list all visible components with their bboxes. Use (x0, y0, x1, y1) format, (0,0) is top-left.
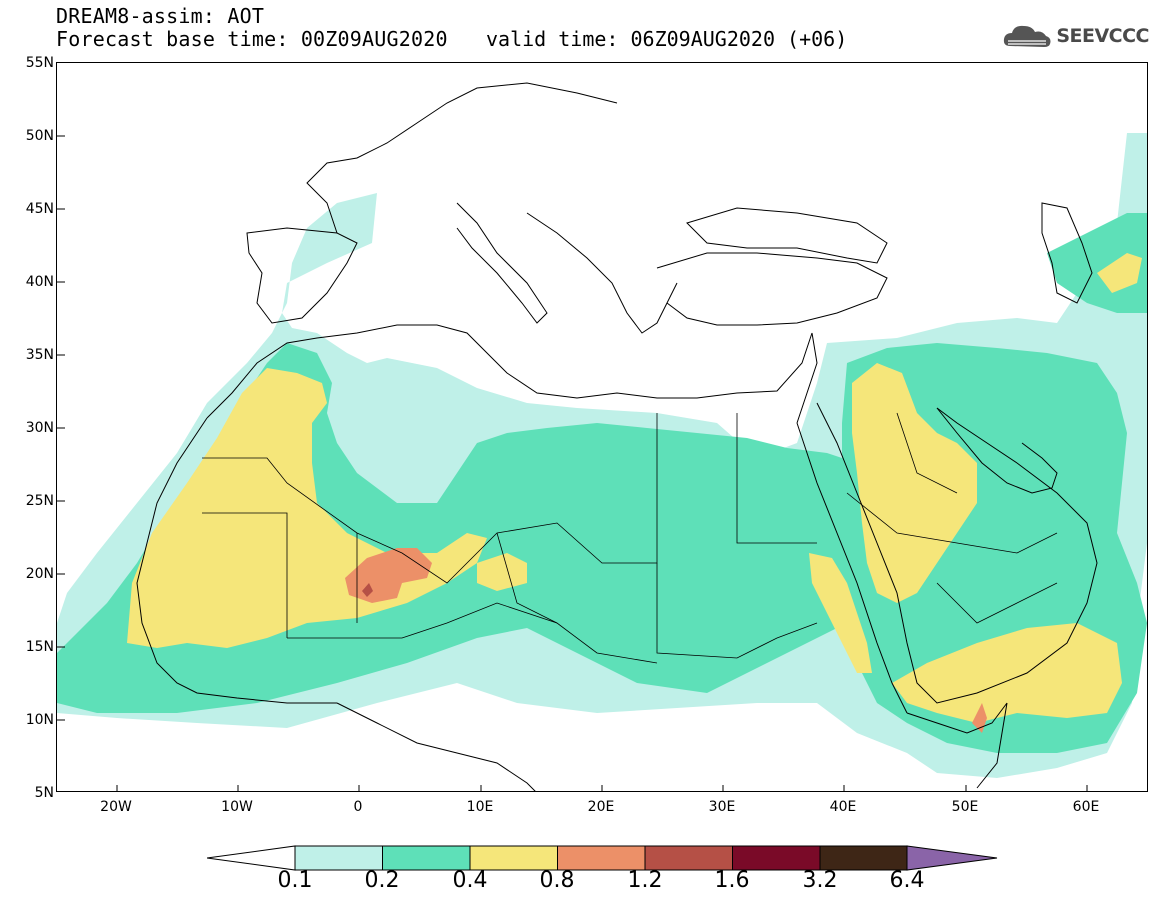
lat-label-35n: 35N (25, 347, 54, 363)
colorbar-label-3-2: 3.2 (802, 868, 838, 893)
colorbar-swatch-5 (732, 845, 821, 871)
lat-label-15n: 15N (25, 639, 54, 655)
lon-label-20w: 20W (100, 799, 132, 815)
title-line-1: DREAM8-assim: AOT (56, 4, 265, 28)
logo-text: SEEVCCC (1056, 25, 1149, 47)
lon-label-40e: 40E (829, 799, 857, 815)
colorbar-label-0-8: 0.8 (539, 868, 575, 893)
colorbar-label-0-4: 0.4 (452, 868, 488, 893)
colorbar (207, 845, 998, 871)
cloud-icon (1004, 25, 1051, 47)
lat-label-45n: 45N (25, 201, 54, 217)
lat-label-30n: 30N (25, 420, 54, 436)
colorbar-label-1-2: 1.2 (627, 868, 663, 893)
country-borders (202, 412, 1058, 664)
graticule-ticks (57, 135, 1088, 791)
colorbar-label-0-1: 0.1 (277, 868, 313, 893)
aot-contour-1-2 (362, 583, 373, 597)
lat-label-40n: 40N (25, 274, 54, 290)
forecast-base-time: Forecast base time: 00Z09AUG2020 (56, 27, 448, 51)
lon-label-0: 0 (353, 799, 363, 815)
colorbar-swatch-3 (557, 845, 646, 871)
colorbar-label-6-4: 6.4 (889, 868, 925, 893)
contour-0.4-caspian (1097, 253, 1142, 293)
aot-map (56, 62, 1148, 792)
colorbar-label-0-2: 0.2 (364, 868, 400, 893)
colorbar-swatch-1 (382, 845, 471, 871)
colorbar-swatch-4 (644, 845, 733, 871)
lat-label-50n: 50N (25, 128, 54, 144)
lat-label-5n: 5N (34, 785, 54, 801)
lon-label-30e: 30E (708, 799, 736, 815)
colorbar-swatch-6 (819, 845, 908, 871)
lon-label-50e: 50E (951, 799, 979, 815)
map-canvas (57, 82, 1147, 791)
coastlines (136, 82, 1098, 791)
colorbar-low-arrow (207, 845, 296, 871)
lon-label-20e: 20E (587, 799, 615, 815)
colorbar-label-1-6: 1.6 (714, 868, 750, 893)
colorbar-swatch-2 (469, 845, 558, 871)
contour-0.4-mali-blob (477, 553, 527, 591)
valid-time: valid time: 06Z09AUG2020 (+06) (486, 27, 848, 51)
contour-1.2-core (362, 583, 373, 597)
colorbar-swatches (294, 845, 908, 871)
lon-label-10w: 10W (221, 799, 253, 815)
lat-label-55n: 55N (25, 55, 54, 71)
contour-0.8-somalia (972, 703, 987, 733)
lon-label-10e: 10E (466, 799, 494, 815)
lon-label-60e: 60E (1072, 799, 1100, 815)
colorbar-high-arrow (906, 845, 998, 871)
lat-label-25n: 25N (25, 493, 54, 509)
lat-label-10n: 10N (25, 712, 54, 728)
contour-0.4-red-sea-west (809, 553, 872, 673)
colorbar-swatch-0 (294, 845, 383, 871)
seevccc-logo: SEEVCCC (1002, 20, 1149, 52)
contour-0.4-arabia-south (892, 623, 1122, 723)
contour-0.4-arabia-north (852, 363, 977, 603)
lat-label-20n: 20N (25, 566, 54, 582)
